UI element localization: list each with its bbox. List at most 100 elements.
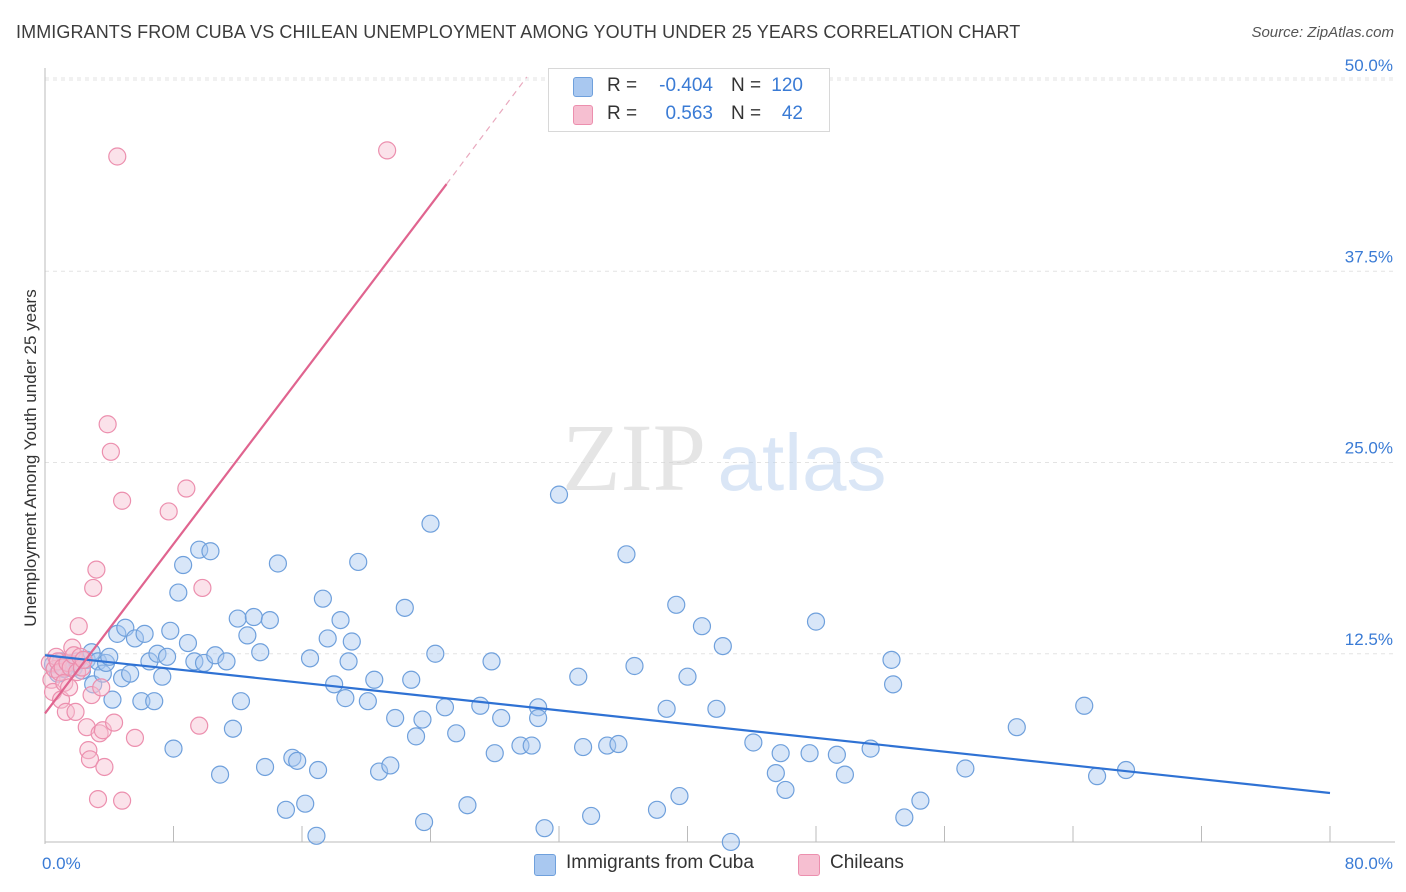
data-point-cuba <box>93 664 112 683</box>
data-point-cuba <box>609 734 628 754</box>
data-point-cuba <box>358 692 377 711</box>
data-point-cuba <box>276 800 296 819</box>
data-point-cuba <box>210 765 230 784</box>
data-point-chileans <box>79 741 98 760</box>
data-point-cuba <box>339 652 358 671</box>
data-point-cuba <box>678 667 697 686</box>
data-point-chileans <box>95 757 114 777</box>
watermark-zip: ZIP <box>562 404 706 511</box>
data-point-chileans <box>112 491 132 510</box>
data-point-chileans <box>378 141 397 160</box>
data-point-cuba <box>421 514 440 533</box>
data-point-cuba <box>707 699 726 718</box>
data-point-cuba <box>549 485 569 504</box>
data-point-cuba <box>174 555 193 575</box>
data-point-cuba <box>349 552 368 572</box>
data-point-chileans <box>159 502 178 521</box>
data-point-cuba <box>395 598 414 617</box>
data-point-cuba <box>670 786 689 806</box>
legend-r-label: R = <box>607 103 638 124</box>
data-point-cuba <box>206 646 225 665</box>
data-point-cuba <box>883 675 903 694</box>
data-point-cuba <box>911 791 930 810</box>
data-point-cuba <box>260 610 279 630</box>
data-point-cuba <box>145 692 164 711</box>
data-point-cuba <box>300 649 320 668</box>
data-point-cuba <box>835 765 855 784</box>
watermark-atlas: atlas <box>718 418 887 507</box>
data-point-cuba <box>135 624 154 643</box>
data-point-chileans <box>101 442 120 461</box>
data-point-cuba <box>692 617 712 636</box>
data-point-cuba <box>121 664 140 683</box>
data-point-cuba <box>308 760 328 780</box>
data-point-chileans <box>190 716 209 735</box>
data-point-chileans <box>98 415 117 434</box>
legend-n-value: 42 <box>781 103 803 124</box>
x-tick-label: 0.0% <box>42 854 81 873</box>
data-point-cuba <box>573 737 593 757</box>
legend-r-value: -0.404 <box>659 75 713 96</box>
data-point-cuba <box>827 745 846 764</box>
data-point-cuba <box>895 808 914 827</box>
y-tick-label: 37.5% <box>1345 247 1393 266</box>
data-point-cuba <box>776 780 795 800</box>
data-point-chileans <box>177 479 196 498</box>
data-point-cuba <box>1075 696 1094 715</box>
data-point-cuba <box>582 806 601 826</box>
data-point-cuba <box>1087 767 1107 786</box>
data-point-cuba <box>370 762 389 781</box>
legend-row-cuba: R = -0.404 N = 120 <box>549 73 829 99</box>
data-point-cuba <box>244 607 263 627</box>
data-point-cuba <box>336 689 355 708</box>
data-point-chileans <box>108 147 127 166</box>
data-point-cuba <box>447 724 466 743</box>
data-point-cuba <box>806 612 826 631</box>
data-point-cuba <box>161 621 180 640</box>
data-point-cuba <box>169 583 188 602</box>
data-point-cuba <box>132 692 151 711</box>
data-point-chileans <box>80 750 100 769</box>
data-point-cuba <box>268 554 288 573</box>
data-point-cuba <box>617 545 636 564</box>
data-point-cuba <box>255 757 275 777</box>
data-point-cuba <box>414 812 434 832</box>
legend-swatch-chileans <box>573 105 593 125</box>
data-point-chileans <box>84 578 103 598</box>
data-point-cuba <box>744 733 763 752</box>
legend-swatch-chileans <box>798 854 820 876</box>
data-point-chileans <box>125 728 145 748</box>
data-point-cuba <box>342 632 361 651</box>
data-point-cuba <box>569 667 588 686</box>
data-point-chileans <box>92 678 111 697</box>
data-point-chileans <box>112 791 132 810</box>
y-tick-label: 12.5% <box>1345 630 1393 649</box>
legend-r-label: R = <box>607 75 638 96</box>
data-point-cuba <box>201 542 220 561</box>
data-point-cuba <box>535 819 554 838</box>
data-point-cuba <box>325 675 344 694</box>
data-point-cuba <box>157 647 177 666</box>
data-point-cuba <box>713 636 732 656</box>
data-point-cuba <box>522 736 541 755</box>
data-point-cuba <box>288 751 307 770</box>
trend-line-chileans-extension <box>446 76 528 185</box>
data-point-cuba <box>529 708 548 728</box>
data-point-cuba <box>365 670 384 689</box>
data-point-cuba <box>471 696 490 715</box>
data-point-cuba <box>492 708 511 728</box>
series-chileans-points <box>40 141 397 810</box>
y-axis-label: Unemployment Among Youth under 25 years <box>21 289 40 626</box>
data-point-cuba <box>956 759 975 778</box>
data-point-cuba <box>223 719 243 738</box>
data-point-cuba <box>482 652 501 671</box>
chart-title: IMMIGRANTS FROM CUBA VS CHILEAN UNEMPLOY… <box>16 22 1021 42</box>
data-point-cuba <box>283 748 302 767</box>
legend-n-value: 120 <box>771 75 803 96</box>
data-point-cuba <box>413 710 432 729</box>
data-point-cuba <box>766 763 785 783</box>
data-point-chileans <box>104 713 124 732</box>
data-point-cuba <box>296 794 315 813</box>
series-cuba-points <box>43 485 1136 852</box>
